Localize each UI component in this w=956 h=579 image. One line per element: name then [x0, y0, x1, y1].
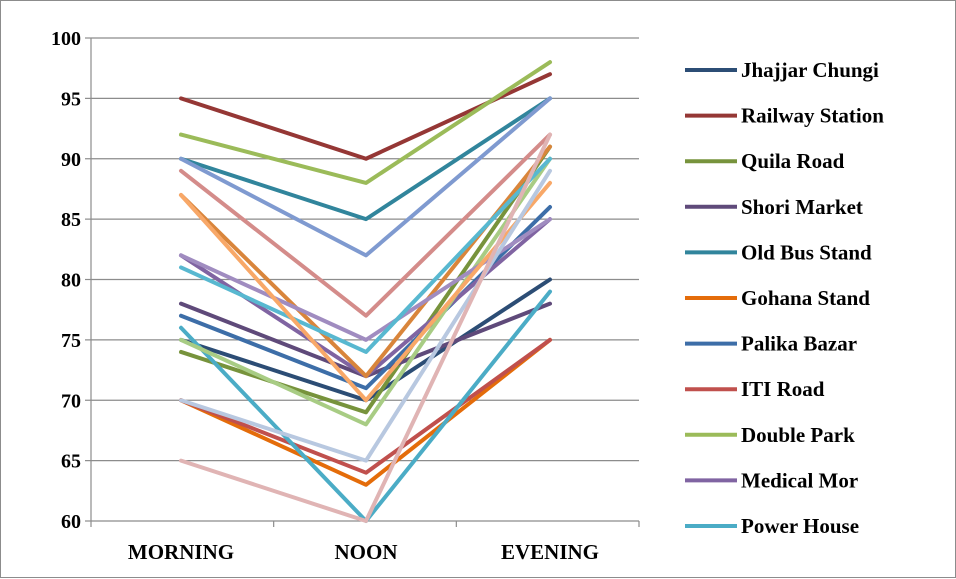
series-line-9 [179, 60, 552, 185]
y-tick-label: 70 [61, 390, 81, 412]
y-tick-label: 90 [61, 149, 81, 171]
series-line-20 [179, 132, 552, 523]
series-line-3 [179, 144, 552, 415]
legend-label: Railway Station [741, 104, 884, 128]
y-tick-label: 75 [61, 330, 81, 352]
x-category-label: MORNING [128, 540, 234, 564]
y-tick-label: 80 [61, 270, 81, 292]
series-line-15 [179, 156, 552, 427]
legend-label: Medical Mor [741, 468, 858, 492]
legend-label: Quila Road [741, 149, 845, 173]
legend: Jhajjar Chungi Railway Station Quila Road S… [685, 58, 884, 538]
series-line-14 [179, 132, 552, 318]
legend-label: ITI Road [741, 377, 825, 401]
legend-label: Palika Bazar [741, 332, 857, 356]
y-tick-label: 65 [61, 451, 81, 473]
legend-label: Gohana Stand [741, 286, 870, 310]
series-line-8 [179, 337, 552, 475]
series-line-6 [179, 337, 552, 487]
y-tick-label: 85 [61, 209, 81, 231]
legend-label: Jhajjar Chungi [741, 58, 879, 82]
x-category-label: NOON [335, 540, 398, 564]
legend-label: Double Park [741, 423, 855, 447]
series-line-5 [179, 96, 552, 222]
legend-label: Power House [741, 514, 859, 538]
series-line-13 [179, 96, 552, 258]
legend-label: Shori Market [741, 195, 863, 219]
x-category-label: EVENING [501, 540, 599, 564]
y-tick-label: 95 [61, 88, 81, 110]
series-lines [179, 60, 552, 523]
axes: 60 65 70 75 80 85 90 95 100 MORNING NOON EVENING [51, 28, 640, 564]
series-line-17 [179, 156, 552, 354]
legend-label: Old Bus Stand [741, 240, 872, 264]
y-tick-label: 60 [61, 511, 81, 533]
y-tick-label: 100 [51, 28, 81, 50]
series-line-18 [179, 180, 552, 403]
